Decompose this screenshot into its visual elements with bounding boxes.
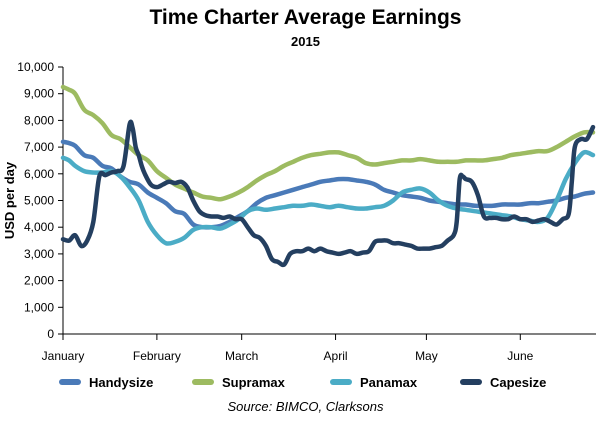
legend-label: Capesize bbox=[490, 374, 547, 390]
x-tick-label: June bbox=[507, 349, 533, 363]
legend-item-supramax: Supramax bbox=[192, 373, 285, 391]
legend-label: Panamax bbox=[360, 374, 418, 390]
legend-swatch bbox=[330, 379, 352, 385]
chart-title: Time Charter Average Earnings bbox=[149, 6, 462, 29]
legend-swatch bbox=[460, 379, 482, 385]
y-tick-label: 8,000 bbox=[24, 113, 54, 127]
x-tick-label: March bbox=[225, 349, 258, 363]
x-axis-ticks: January February March April May June bbox=[42, 334, 534, 363]
legend-item-capesize: Capesize bbox=[460, 373, 546, 391]
series-line-handysize bbox=[60, 139, 596, 230]
x-tick-label: January bbox=[42, 349, 85, 363]
y-tick-label: 4,000 bbox=[24, 220, 54, 234]
legend-label: Supramax bbox=[222, 374, 285, 390]
series-layer bbox=[60, 84, 596, 268]
series-line-panamax bbox=[60, 149, 596, 246]
y-axis-label: USD per day bbox=[2, 161, 17, 239]
legend-swatch bbox=[192, 379, 214, 385]
y-tick-label: 10,000 bbox=[17, 60, 54, 74]
series-line-capesize bbox=[60, 119, 596, 268]
y-tick-label: 2,000 bbox=[24, 274, 54, 288]
y-axis-ticks: 0 1,000 2,000 3,000 4,000 5,000 6,000 7,000 8,00… bbox=[17, 60, 63, 341]
legend-item-handysize: Handysize bbox=[59, 373, 153, 391]
series-line-supramax bbox=[60, 84, 596, 202]
y-tick-label: 7,000 bbox=[24, 140, 54, 154]
chart-subtitle: 2015 bbox=[291, 34, 320, 49]
legend-label: Handysize bbox=[89, 374, 154, 390]
x-tick-label: May bbox=[415, 349, 438, 363]
source-note: Source: BIMCO, Clarksons bbox=[227, 399, 384, 414]
y-tick-label: 5,000 bbox=[24, 194, 54, 208]
y-tick-label: 1,000 bbox=[24, 300, 54, 314]
y-tick-label: 3,000 bbox=[24, 247, 54, 261]
y-tick-label: 9,000 bbox=[24, 87, 54, 101]
legend-swatch bbox=[59, 379, 81, 385]
y-tick-label: 6,000 bbox=[24, 167, 54, 181]
legend-item-panamax: Panamax bbox=[330, 373, 417, 391]
x-tick-label: April bbox=[324, 349, 348, 363]
x-tick-label: February bbox=[133, 349, 181, 363]
y-tick-label: 0 bbox=[47, 327, 54, 341]
